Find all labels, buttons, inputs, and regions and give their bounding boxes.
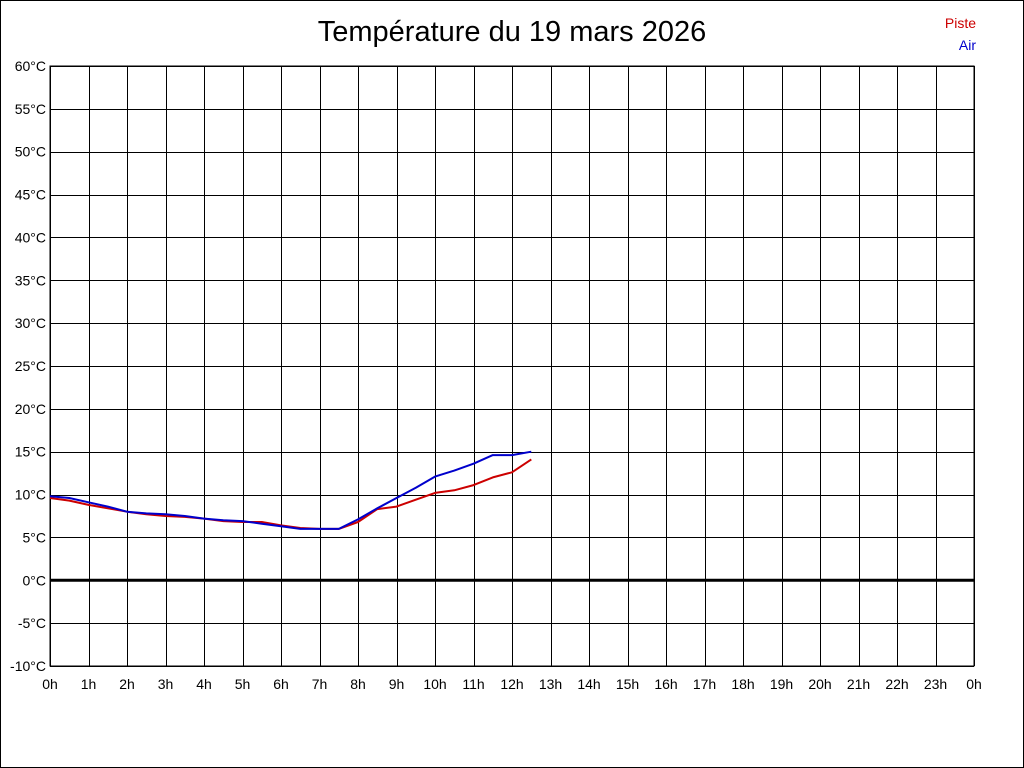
- x-tick-label: 10h: [423, 676, 446, 692]
- y-tick-label: 30°C: [15, 315, 46, 331]
- y-tick-label: 25°C: [15, 358, 46, 374]
- legend: Piste Air: [945, 12, 976, 56]
- x-tick-label: 1h: [81, 676, 97, 692]
- x-tick-label: 14h: [577, 676, 600, 692]
- x-tick-label: 6h: [273, 676, 289, 692]
- x-tick-label: 8h: [350, 676, 366, 692]
- x-tick-label: 11h: [462, 676, 484, 692]
- y-tick-label: 55°C: [15, 101, 46, 117]
- x-tick-label: 16h: [654, 676, 677, 692]
- y-tick-label: 20°C: [15, 401, 46, 417]
- series-line-air: [49, 450, 532, 530]
- x-tick-label: 18h: [731, 676, 754, 692]
- y-tick-label: 60°C: [15, 58, 46, 74]
- legend-entry-air: Air: [958, 37, 976, 53]
- x-tick-label: 0h: [966, 676, 982, 692]
- x-tick-label: 7h: [312, 676, 328, 692]
- x-tick-label: 22h: [885, 676, 908, 692]
- y-tick-label: 5°C: [23, 529, 47, 545]
- x-tick-label: 13h: [539, 676, 562, 692]
- x-tick-label: 2h: [119, 676, 135, 692]
- x-tick-label: 21h: [847, 676, 870, 692]
- y-tick-label: -5°C: [18, 615, 46, 631]
- x-tick-label: 5h: [235, 676, 251, 692]
- y-tick-label: 50°C: [15, 144, 46, 160]
- x-tick-label: 20h: [808, 676, 831, 692]
- chart-title: Température du 19 mars 2026: [317, 16, 707, 48]
- y-tick-label: 15°C: [15, 444, 46, 460]
- x-tick-label: 15h: [616, 676, 639, 692]
- x-tick-label: 4h: [196, 676, 212, 692]
- y-tick-label: -10°C: [10, 658, 46, 674]
- y-tick-label: 0°C: [23, 572, 47, 588]
- x-tick-label: 19h: [770, 676, 793, 692]
- x-tick-label: 12h: [500, 676, 523, 692]
- y-tick-label: 35°C: [15, 272, 46, 288]
- x-tick-label: 23h: [924, 676, 947, 692]
- y-tick-label: 40°C: [15, 229, 46, 245]
- x-tick-label: 17h: [693, 676, 716, 692]
- legend-entry-piste: Piste: [944, 15, 976, 31]
- y-tick-label: 10°C: [15, 487, 46, 503]
- x-tick-label: 0h: [42, 676, 58, 692]
- y-tick-label: 45°C: [15, 187, 46, 203]
- x-tick-label: 9h: [389, 676, 405, 692]
- x-tick-label: 3h: [158, 676, 174, 692]
